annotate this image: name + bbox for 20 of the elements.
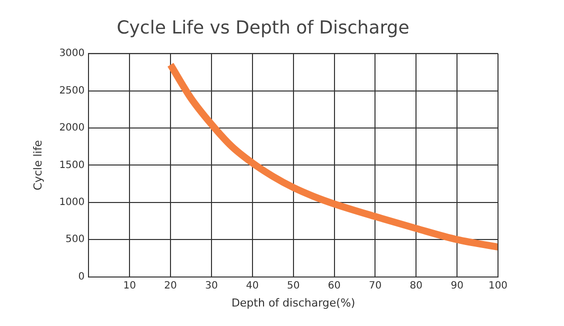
y-axis-title: Cycle life [31, 140, 44, 190]
x-tick-label: 80 [410, 280, 422, 292]
x-tick-label: 30 [205, 280, 218, 292]
y-tick-label: 2500 [59, 85, 85, 96]
x-axis-title: Depth of discharge(%) [231, 296, 356, 310]
y-tick-label: 1500 [59, 160, 85, 171]
y-tick-label: 2000 [59, 122, 85, 134]
y-tick-label: 500 [66, 234, 85, 246]
x-tick-label: 50 [286, 280, 300, 292]
x-tick-label: 60 [328, 280, 341, 292]
chart-title: Cycle Life vs Depth of Discharge [116, 17, 410, 38]
x-tick-label: 10 [123, 280, 136, 292]
y-tick-label: 0 [78, 271, 85, 282]
y-tick-label: 1000 [59, 196, 85, 208]
x-tick-label: 70 [368, 280, 382, 292]
x-tick-label: 90 [450, 280, 464, 292]
y-tick-label: 3000 [59, 48, 85, 60]
x-tick-label: 100 [488, 280, 508, 292]
x-tick-label: 20 [164, 280, 177, 292]
x-tick-label: 40 [246, 280, 259, 292]
